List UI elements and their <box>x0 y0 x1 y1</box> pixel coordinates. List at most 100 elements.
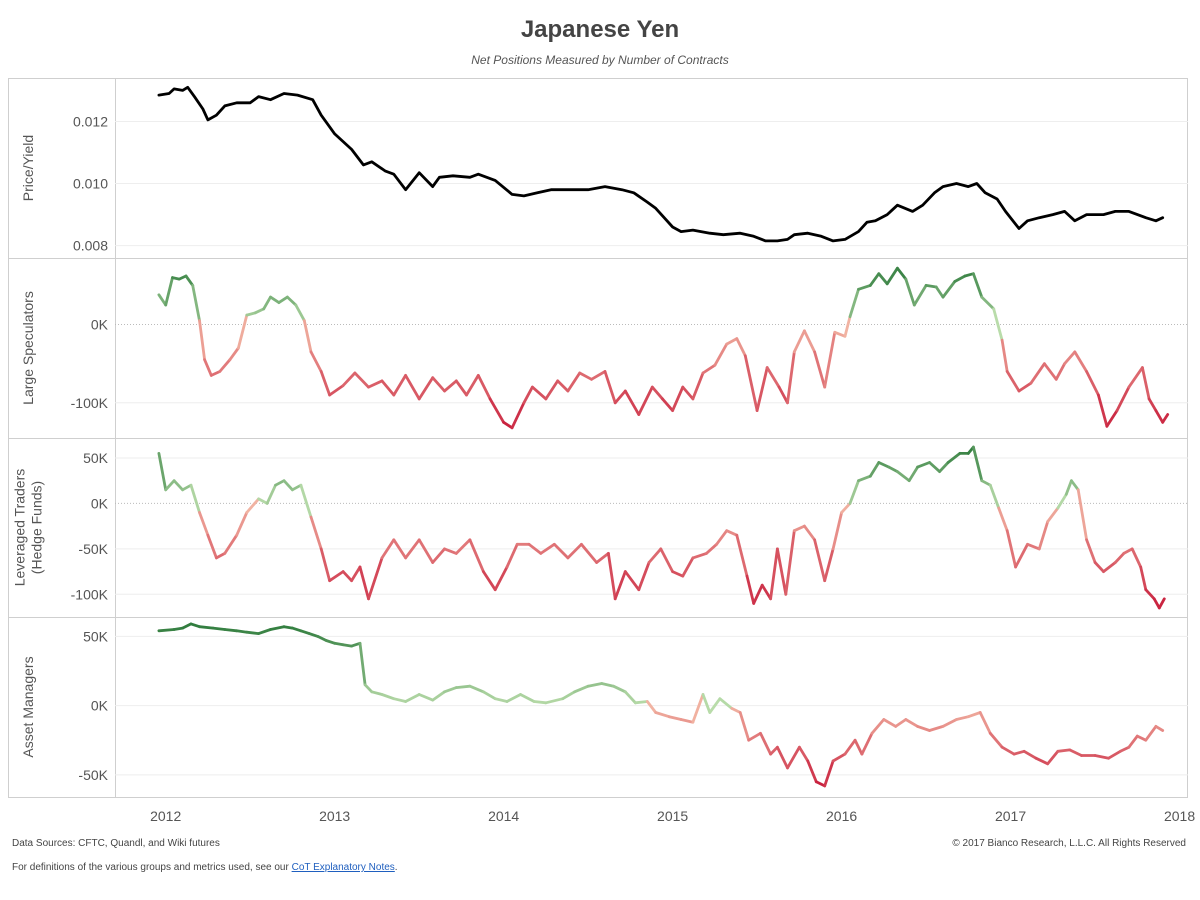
series-segment <box>566 542 583 560</box>
series-segment <box>431 376 446 393</box>
series-segment <box>980 295 996 311</box>
x-tick-label: 2016 <box>826 808 857 824</box>
series-segment <box>1029 362 1046 385</box>
series-segment <box>198 511 210 537</box>
series-segment <box>637 385 654 416</box>
series-segment <box>1064 479 1073 496</box>
series-segment <box>988 731 1004 749</box>
series-segment <box>691 552 708 560</box>
series-segment <box>988 483 1001 510</box>
series-segment <box>290 626 303 633</box>
series-segment <box>392 697 408 703</box>
series-segment <box>319 370 332 397</box>
series-segment <box>613 570 627 601</box>
series-segment <box>505 542 519 569</box>
series-segment <box>531 385 548 401</box>
series-segment <box>634 700 649 705</box>
definitions-prefix: For definitions of the various groups an… <box>12 862 292 873</box>
series-segment <box>713 342 729 367</box>
series-segment <box>803 524 816 542</box>
series-segment <box>784 529 796 596</box>
series-segment <box>1093 754 1110 760</box>
series-segment <box>417 693 435 702</box>
y-axis-label: Leveraged Traders <box>12 469 28 587</box>
series-segment <box>1068 748 1083 757</box>
series-segment <box>843 315 852 338</box>
series-segment <box>941 718 958 728</box>
series-segment <box>857 283 872 291</box>
series-segment <box>282 479 294 492</box>
series-segment <box>735 533 749 578</box>
series-segment <box>1097 393 1109 428</box>
series-segment <box>1046 506 1060 523</box>
series-segment <box>992 307 1004 342</box>
series-segment <box>1105 409 1119 428</box>
y-axis-label: Price/Yield <box>20 135 36 201</box>
series-segment <box>735 337 747 358</box>
series-segment <box>1102 561 1117 573</box>
y-tick-label: 0.008 <box>73 238 108 254</box>
y-tick-label: -100K <box>71 586 109 602</box>
series-segment <box>206 533 218 560</box>
series-segment <box>1037 520 1050 551</box>
series-segment <box>738 711 751 742</box>
series-segment <box>367 379 384 389</box>
series-segment <box>912 283 928 307</box>
series-segment <box>1054 362 1066 381</box>
series-segment <box>319 547 332 583</box>
series-segment <box>363 683 374 694</box>
series-segment <box>566 371 582 393</box>
series-segment <box>209 370 222 377</box>
series-segment <box>776 745 789 770</box>
series-segment <box>404 693 421 703</box>
x-tick-label: 2012 <box>150 808 181 824</box>
series-segment <box>282 625 294 630</box>
series-segment <box>274 479 286 487</box>
series-segment <box>1141 366 1151 401</box>
series-segment <box>358 565 370 601</box>
series-segment <box>650 385 664 401</box>
series-segment <box>679 718 695 724</box>
series-segment <box>769 547 779 601</box>
series-segment <box>595 552 610 564</box>
series-segment <box>341 371 357 388</box>
series-segment <box>454 684 472 689</box>
series-segment <box>745 574 756 605</box>
y-tick-label: -50K <box>78 541 108 557</box>
series-segment <box>417 376 435 401</box>
series-segment <box>904 718 919 728</box>
series-segment <box>786 745 801 770</box>
series-segment <box>600 682 615 688</box>
series-segment <box>868 461 881 478</box>
series-segment <box>236 313 249 350</box>
series-segment <box>223 533 239 555</box>
series-segment <box>747 731 762 742</box>
series-segment <box>798 745 810 763</box>
series-segment <box>539 542 556 555</box>
y-axis-label: (Hedge Funds) <box>29 481 45 574</box>
series-segment <box>277 295 289 305</box>
series-segment <box>392 538 408 560</box>
series-segment <box>586 682 604 688</box>
series-segment <box>1073 350 1088 373</box>
series-segment <box>887 465 899 474</box>
data-sources-note: Data Sources: CFTC, Quandl, and Wiki fut… <box>12 838 220 849</box>
series-segment <box>1085 370 1100 397</box>
series-segment <box>358 641 367 687</box>
panel-large-speculators: 0K -100K Large Speculators <box>8 258 1188 430</box>
series-segment <box>972 272 984 299</box>
series-segment <box>681 385 695 401</box>
series-segment <box>189 622 201 629</box>
series-segment <box>1115 385 1131 413</box>
series-segment <box>380 693 396 701</box>
series-segment <box>333 641 345 647</box>
definitions-note: For definitions of the various groups an… <box>12 862 398 873</box>
series-segment <box>269 295 281 305</box>
x-tick-label: 2015 <box>657 808 688 824</box>
cot-explanatory-notes-link[interactable]: CoT Explanatory Notes <box>291 862 395 873</box>
series-segment <box>681 556 695 578</box>
series-segment <box>245 311 257 317</box>
chart-area: 0.012 0.010 0.008 Price/Yield 0K -100K Large S… <box>8 78 1195 824</box>
series-segment <box>1127 366 1144 389</box>
series-segment <box>1157 597 1166 610</box>
